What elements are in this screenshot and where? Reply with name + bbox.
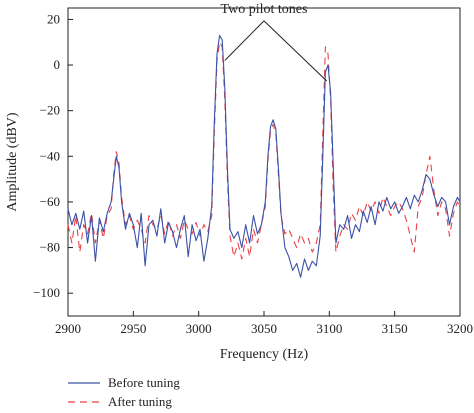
plot-frame (67, 7, 461, 317)
axis-ticks: 2900 2950 3000 3050 3100 3150 3200 20 0 −20 −40 −60… (33, 11, 473, 336)
y-tick-label: −100 (33, 285, 60, 300)
y-axis-title: Amplitude (dBV) (5, 112, 20, 211)
annotation-pointer (263, 20, 328, 82)
x-tick-label: 3100 (316, 321, 342, 336)
legend-label-before-tuning: Before tuning (108, 375, 180, 390)
series-line-before-tuning (67, 34, 461, 278)
annotation-pointer (224, 20, 265, 61)
y-tick-label: −40 (40, 148, 60, 163)
y-tick-label: −80 (40, 240, 60, 255)
series-layer (67, 34, 461, 278)
x-tick-label: 2950 (120, 321, 146, 336)
x-axis-title: Frequency (Hz) (220, 347, 309, 362)
x-tick-label: 2900 (55, 321, 81, 336)
y-tick-label: 20 (47, 11, 60, 26)
x-tick-label: 3050 (251, 321, 277, 336)
legend-label-after-tuning: After tuning (108, 394, 172, 409)
legend: Before tuning After tuning (68, 375, 180, 409)
x-tick-label: 3000 (186, 321, 212, 336)
y-tick-label: −60 (40, 194, 60, 209)
y-tick-label: −20 (40, 103, 60, 118)
x-tick-label: 3200 (447, 321, 473, 336)
annotation: Two pilot tones (221, 2, 328, 82)
y-tick-label: 0 (54, 57, 61, 72)
x-tick-label: 3150 (382, 321, 408, 336)
series-line-after-tuning (67, 41, 461, 260)
annotation-text: Two pilot tones (221, 2, 308, 17)
